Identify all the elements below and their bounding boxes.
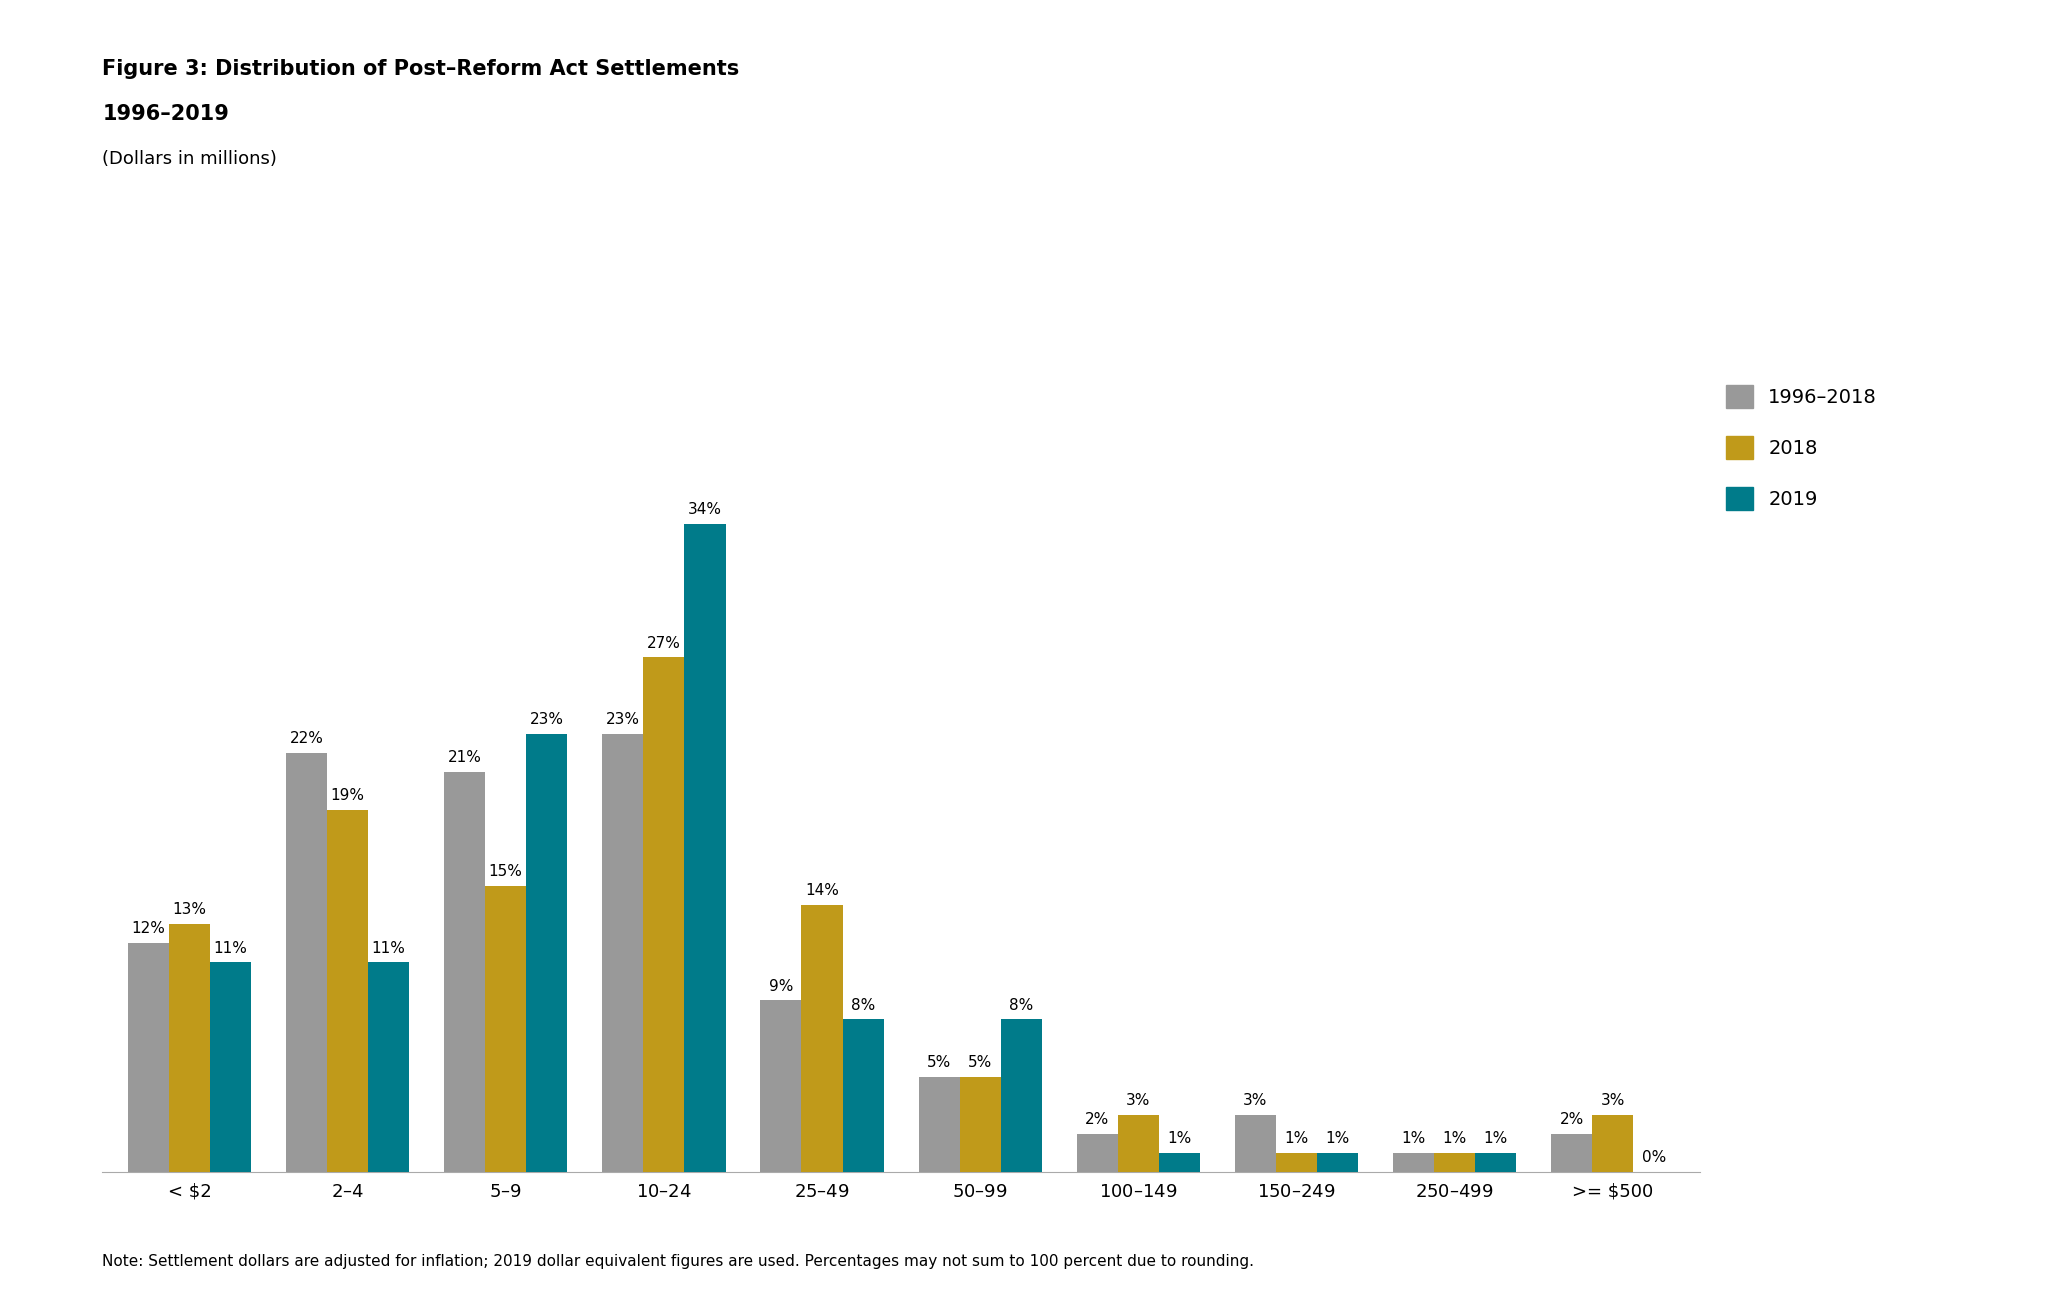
Bar [1434,1152,1475,1172]
Legend: 1996–2018, 2018, 2019: 1996–2018, 2018, 2019 [1726,384,1878,510]
Text: 11%: 11% [213,940,248,956]
Text: 1%: 1% [1167,1131,1192,1146]
Text: 21%: 21% [449,750,481,766]
Bar [1001,1019,1042,1172]
Text: 14%: 14% [805,883,840,898]
Text: 12%: 12% [131,922,166,936]
Text: 11%: 11% [373,940,406,956]
Text: 8%: 8% [852,997,874,1013]
Text: 1%: 1% [1483,1131,1507,1146]
Bar [328,810,369,1172]
Bar [602,733,643,1172]
Text: 9%: 9% [768,979,793,993]
Bar [1235,1115,1276,1172]
Text: Note: Settlement dollars are adjusted for inflation; 2019 dollar equivalent figu: Note: Settlement dollars are adjusted fo… [102,1254,1253,1269]
Bar [1118,1115,1159,1172]
Text: 5%: 5% [928,1055,950,1070]
Bar [1317,1152,1358,1172]
Bar [918,1077,961,1172]
Text: 1996–2019: 1996–2019 [102,104,229,124]
Bar [485,885,526,1172]
Bar [760,1000,801,1172]
Bar [211,962,252,1172]
Bar [1276,1152,1317,1172]
Bar [1393,1152,1434,1172]
Text: 27%: 27% [647,635,680,651]
Text: 1%: 1% [1325,1131,1350,1146]
Bar [1550,1134,1591,1172]
Text: 3%: 3% [1602,1092,1624,1108]
Text: 34%: 34% [688,503,723,517]
Text: 1%: 1% [1401,1131,1425,1146]
Bar [842,1019,885,1172]
Text: 19%: 19% [330,788,365,803]
Bar [127,943,168,1172]
Bar [287,753,328,1172]
Text: Figure 3: Distribution of Post–Reform Act Settlements: Figure 3: Distribution of Post–Reform Ac… [102,59,739,78]
Bar [444,772,485,1172]
Text: 5%: 5% [969,1055,993,1070]
Bar [1159,1152,1200,1172]
Text: 22%: 22% [289,730,324,746]
Bar [1475,1152,1516,1172]
Text: 13%: 13% [172,902,207,918]
Text: 15%: 15% [489,865,522,879]
Text: 1%: 1% [1284,1131,1309,1146]
Bar [961,1077,1001,1172]
Bar [168,924,211,1172]
Text: 3%: 3% [1126,1092,1151,1108]
Bar [684,523,725,1172]
Bar [369,962,410,1172]
Text: 1%: 1% [1442,1131,1466,1146]
Text: 8%: 8% [1010,997,1034,1013]
Bar [526,733,567,1172]
Text: 0%: 0% [1642,1150,1667,1165]
Text: (Dollars in millions): (Dollars in millions) [102,150,276,168]
Bar [1077,1134,1118,1172]
Text: 23%: 23% [530,712,563,727]
Text: 2%: 2% [1085,1112,1110,1128]
Bar [643,658,684,1172]
Text: 3%: 3% [1243,1092,1268,1108]
Text: 2%: 2% [1561,1112,1583,1128]
Text: 23%: 23% [606,712,639,727]
Bar [1591,1115,1634,1172]
Bar [801,905,842,1172]
